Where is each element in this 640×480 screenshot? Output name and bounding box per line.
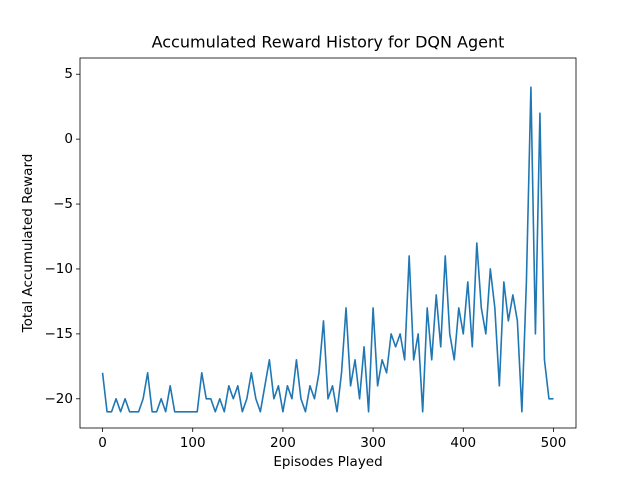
plot-frame <box>79 57 577 429</box>
y-tick-label: −5 <box>53 196 73 212</box>
x-tick-label: 200 <box>270 435 296 451</box>
y-tick-label: −15 <box>45 326 74 342</box>
x-tick-label: 100 <box>180 435 206 451</box>
y-tick-label: 0 <box>64 131 73 147</box>
data-line <box>101 86 554 413</box>
y-tick-label: −10 <box>45 261 74 277</box>
y-tick-label: −20 <box>45 391 74 407</box>
x-tick-label: 0 <box>98 435 107 451</box>
y-axis-label: Total Accumulated Reward <box>20 154 36 334</box>
x-tick-label: 500 <box>541 435 567 451</box>
x-tick-label: 300 <box>360 435 386 451</box>
x-tick-label: 400 <box>450 435 476 451</box>
y-tick-label: 5 <box>64 66 73 82</box>
chart-title: Accumulated Reward History for DQN Agent <box>152 33 505 52</box>
x-axis-label: Episodes Played <box>273 454 382 470</box>
